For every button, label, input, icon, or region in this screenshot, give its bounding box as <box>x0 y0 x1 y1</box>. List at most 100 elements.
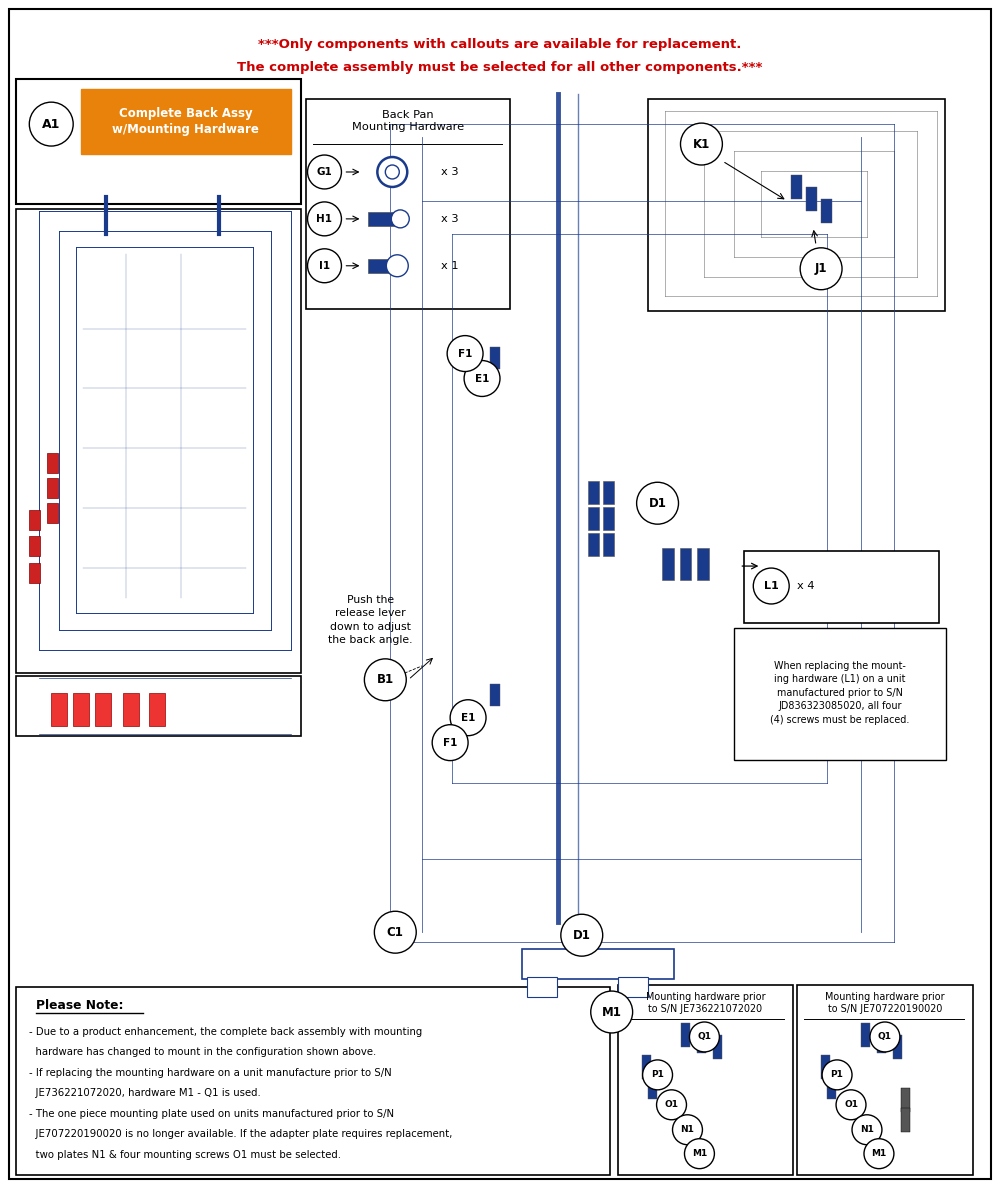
Text: D1: D1 <box>573 929 591 942</box>
Text: - If replacing the mounting hardware on a unit manufacture prior to S/N: - If replacing the mounting hardware on … <box>29 1068 392 1078</box>
FancyBboxPatch shape <box>901 1088 910 1112</box>
Text: N1: N1 <box>681 1125 694 1135</box>
Text: hardware has changed to mount in the configuration shown above.: hardware has changed to mount in the con… <box>29 1048 377 1057</box>
Circle shape <box>364 659 406 701</box>
FancyBboxPatch shape <box>306 99 510 309</box>
FancyBboxPatch shape <box>861 1023 870 1047</box>
Text: ***Only components with callouts are available for replacement.: ***Only components with callouts are ava… <box>258 38 742 51</box>
FancyBboxPatch shape <box>16 676 301 735</box>
FancyBboxPatch shape <box>618 977 648 997</box>
Text: Mounting hardware prior
to S/N JE736221072020: Mounting hardware prior to S/N JE7362210… <box>646 992 765 1015</box>
Circle shape <box>308 248 341 283</box>
FancyBboxPatch shape <box>490 684 500 706</box>
FancyBboxPatch shape <box>588 533 599 556</box>
Circle shape <box>308 202 341 236</box>
FancyBboxPatch shape <box>95 693 111 726</box>
FancyBboxPatch shape <box>901 1107 910 1132</box>
FancyBboxPatch shape <box>821 1055 830 1079</box>
FancyBboxPatch shape <box>648 1075 657 1099</box>
Circle shape <box>657 1089 686 1120</box>
FancyBboxPatch shape <box>603 507 614 530</box>
Circle shape <box>800 248 842 290</box>
FancyBboxPatch shape <box>893 1035 902 1059</box>
FancyBboxPatch shape <box>16 987 610 1175</box>
FancyBboxPatch shape <box>821 198 832 223</box>
Circle shape <box>561 915 603 956</box>
Circle shape <box>870 1022 900 1051</box>
Text: Push the
release lever
down to adjust
the back angle.: Push the release lever down to adjust th… <box>328 594 413 645</box>
FancyBboxPatch shape <box>806 187 817 211</box>
Text: Back Pan
Mounting Hardware: Back Pan Mounting Hardware <box>352 110 464 132</box>
FancyBboxPatch shape <box>603 481 614 504</box>
FancyBboxPatch shape <box>697 548 709 580</box>
Text: A1: A1 <box>42 118 60 131</box>
Circle shape <box>753 568 789 604</box>
Text: H1: H1 <box>316 214 332 223</box>
Circle shape <box>447 335 483 372</box>
Circle shape <box>684 1139 714 1169</box>
FancyBboxPatch shape <box>680 548 691 580</box>
Text: Please Note:: Please Note: <box>36 999 124 1011</box>
Text: Mounting hardware prior
to S/N JE707220190020: Mounting hardware prior to S/N JE7072201… <box>825 992 945 1015</box>
FancyBboxPatch shape <box>47 504 58 523</box>
Circle shape <box>822 1060 852 1089</box>
FancyBboxPatch shape <box>681 1023 690 1047</box>
Text: Q1: Q1 <box>878 1032 892 1042</box>
Circle shape <box>432 725 468 760</box>
Text: Complete Back Assy
w/Mounting Hardware: Complete Back Assy w/Mounting Hardware <box>112 107 259 135</box>
Circle shape <box>374 911 416 953</box>
FancyBboxPatch shape <box>827 1075 836 1099</box>
Text: x 1: x 1 <box>441 261 459 271</box>
FancyBboxPatch shape <box>368 211 394 226</box>
FancyBboxPatch shape <box>29 536 40 556</box>
Circle shape <box>385 165 399 179</box>
Text: K1: K1 <box>693 138 710 151</box>
Text: L1: L1 <box>764 581 779 590</box>
FancyBboxPatch shape <box>588 507 599 530</box>
Text: N1: N1 <box>860 1125 874 1135</box>
Text: Q1: Q1 <box>697 1032 711 1042</box>
Text: x 4: x 4 <box>797 581 815 590</box>
Circle shape <box>680 124 722 165</box>
Text: O1: O1 <box>844 1100 858 1110</box>
FancyBboxPatch shape <box>123 693 139 726</box>
Circle shape <box>29 102 73 146</box>
FancyBboxPatch shape <box>603 533 614 556</box>
FancyBboxPatch shape <box>81 89 291 154</box>
Text: P1: P1 <box>651 1070 664 1080</box>
FancyBboxPatch shape <box>618 985 793 1175</box>
Text: P1: P1 <box>831 1070 843 1080</box>
Text: x 3: x 3 <box>441 168 459 177</box>
Text: B1: B1 <box>377 674 394 687</box>
FancyBboxPatch shape <box>47 454 58 473</box>
FancyBboxPatch shape <box>662 548 674 580</box>
Text: - Due to a product enhancement, the complete back assembly with mounting: - Due to a product enhancement, the comp… <box>29 1026 423 1037</box>
Circle shape <box>591 991 633 1034</box>
Text: x 3: x 3 <box>441 214 459 223</box>
FancyBboxPatch shape <box>29 510 40 530</box>
Circle shape <box>673 1114 702 1145</box>
Circle shape <box>377 157 407 187</box>
FancyBboxPatch shape <box>9 10 991 1178</box>
Circle shape <box>836 1089 866 1120</box>
Circle shape <box>464 360 500 397</box>
Circle shape <box>643 1060 673 1089</box>
Text: F1: F1 <box>443 738 457 747</box>
Text: M1: M1 <box>692 1149 707 1158</box>
FancyBboxPatch shape <box>29 563 40 583</box>
Circle shape <box>864 1139 894 1169</box>
Text: C1: C1 <box>387 925 404 939</box>
FancyBboxPatch shape <box>791 175 802 198</box>
Text: two plates N1 & four mounting screws O1 must be selected.: two plates N1 & four mounting screws O1 … <box>29 1150 341 1159</box>
FancyBboxPatch shape <box>527 977 557 997</box>
Text: E1: E1 <box>475 373 489 384</box>
Text: M1: M1 <box>871 1149 887 1158</box>
Text: I1: I1 <box>319 261 330 271</box>
Text: The complete assembly must be selected for all other components.***: The complete assembly must be selected f… <box>237 61 763 74</box>
FancyBboxPatch shape <box>697 1029 706 1053</box>
FancyBboxPatch shape <box>47 479 58 498</box>
Text: JE707220190020 is no longer available. If the adapter plate requires replacement: JE707220190020 is no longer available. I… <box>29 1130 453 1139</box>
Text: M1: M1 <box>602 1005 622 1018</box>
Text: - The one piece mounting plate used on units manufactured prior to S/N: - The one piece mounting plate used on u… <box>29 1108 394 1119</box>
Circle shape <box>637 482 679 524</box>
